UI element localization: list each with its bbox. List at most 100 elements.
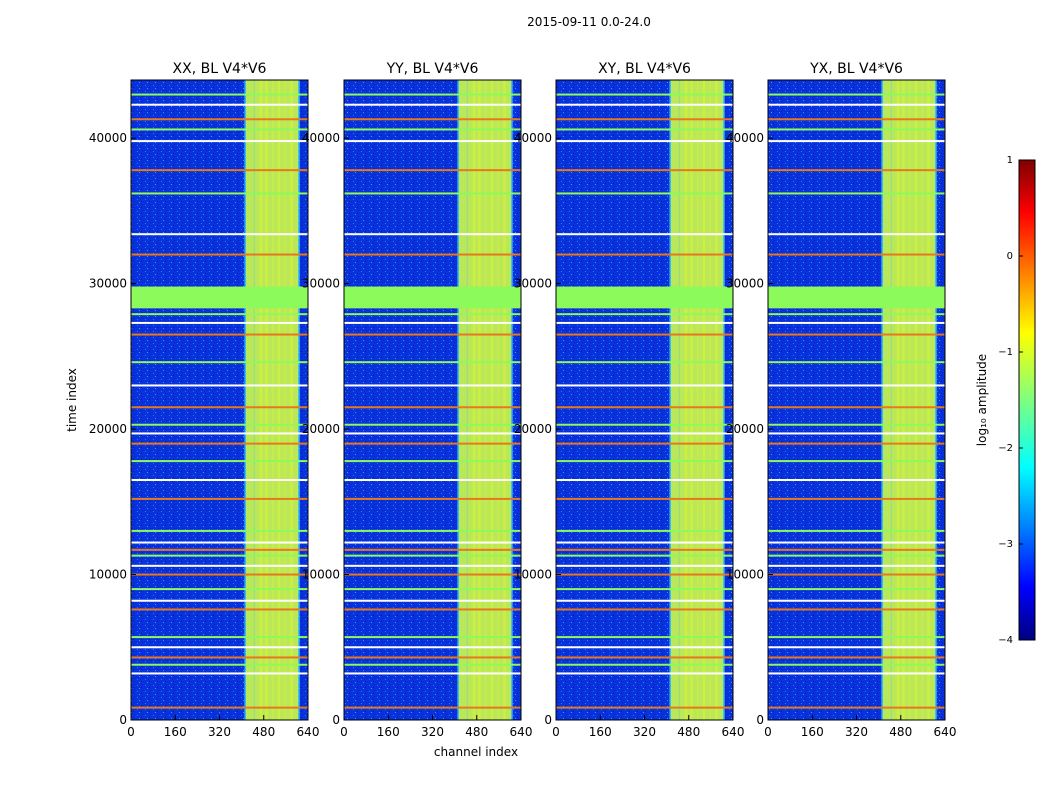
bright-channel-7 <box>290 80 299 720</box>
flagged-row-32 <box>131 128 308 131</box>
flagged-row-18 <box>344 442 521 445</box>
flagged-row-0 <box>556 706 733 709</box>
flagged-row-25 <box>768 321 945 324</box>
flagged-row-4 <box>131 646 308 649</box>
x-tick-label: 160 <box>164 725 187 739</box>
flagged-row-28 <box>131 233 308 236</box>
flagged-row-32 <box>768 128 945 131</box>
bright-channel-6 <box>284 80 293 720</box>
flagged-row-27 <box>131 253 308 256</box>
x-tick-label: 0 <box>127 725 135 739</box>
y-tick-label: 30000 <box>726 277 764 291</box>
flagged-row-30 <box>344 169 521 172</box>
flagged-row-35 <box>344 93 521 96</box>
flagged-block <box>344 286 521 309</box>
colorbar-tick-label: 1 <box>1007 155 1013 166</box>
x-tick-label: 640 <box>934 725 957 739</box>
flagged-row-24 <box>556 333 733 336</box>
flagged-row-15 <box>556 497 733 500</box>
flagged-row-18 <box>556 442 733 445</box>
flagged-row-23 <box>556 361 733 364</box>
flagged-row-0 <box>768 706 945 709</box>
flagged-row-23 <box>344 361 521 364</box>
flagged-row-4 <box>556 646 733 649</box>
heatmap-panel-4: YX, BL V4*V6 0 160 320 480 640 0 10000 20000 3000… <box>726 61 957 739</box>
x-tick-label: 320 <box>421 725 444 739</box>
panel-title: XY, BL V4*V6 <box>598 61 691 77</box>
panel-title: YX, BL V4*V6 <box>809 61 903 77</box>
bright-channel-5 <box>702 80 711 720</box>
y-tick-label: 40000 <box>89 131 127 145</box>
flagged-row-19 <box>131 432 308 435</box>
y-tick-label: 20000 <box>726 422 764 436</box>
flagged-row-2 <box>768 663 945 666</box>
flagged-row-0 <box>131 706 308 709</box>
flagged-row-2 <box>556 663 733 666</box>
bright-channel-5 <box>914 80 923 720</box>
bright-channel-5 <box>277 80 286 720</box>
bright-channel-7 <box>715 80 724 720</box>
flagged-row-20 <box>556 423 733 426</box>
flagged-row-28 <box>344 233 521 236</box>
flagged-row-31 <box>556 140 733 143</box>
y-tick-label: 20000 <box>302 422 340 436</box>
flagged-row-13 <box>131 541 308 544</box>
flagged-row-17 <box>768 460 945 463</box>
flagged-row-9 <box>556 573 733 576</box>
flagged-row-14 <box>131 529 308 532</box>
flagged-row-34 <box>131 103 308 106</box>
x-tick-label: 320 <box>845 725 868 739</box>
x-tick-label: 0 <box>552 725 560 739</box>
y-tick-label: 30000 <box>89 277 127 291</box>
bright-channel-6 <box>921 80 930 720</box>
flagged-row-23 <box>131 361 308 364</box>
flagged-row-10 <box>768 564 945 567</box>
flagged-row-12 <box>131 548 308 551</box>
flagged-row-28 <box>556 233 733 236</box>
flagged-row-3 <box>556 656 733 659</box>
bright-channel-7 <box>927 80 936 720</box>
flagged-row-27 <box>556 253 733 256</box>
flagged-row-1 <box>131 672 308 675</box>
x-tick-label: 320 <box>208 725 231 739</box>
flagged-row-11 <box>344 554 521 557</box>
bright-channel-3 <box>902 80 911 720</box>
flagged-row-18 <box>131 442 308 445</box>
flagged-row-9 <box>768 573 945 576</box>
x-tick-label: 640 <box>510 725 533 739</box>
flagged-row-10 <box>556 564 733 567</box>
flagged-row-22 <box>344 384 521 387</box>
flagged-row-11 <box>768 554 945 557</box>
x-tick-label: 0 <box>340 725 348 739</box>
flagged-row-29 <box>768 192 945 195</box>
flagged-row-33 <box>131 118 308 121</box>
flagged-row-18 <box>768 442 945 445</box>
x-tick-label: 480 <box>889 725 912 739</box>
flagged-row-25 <box>344 321 521 324</box>
flagged-row-7 <box>768 599 945 602</box>
flagged-row-29 <box>131 192 308 195</box>
flagged-row-16 <box>131 479 308 481</box>
bright-channel-3 <box>478 80 487 720</box>
flagged-row-30 <box>768 169 945 172</box>
flagged-row-21 <box>556 406 733 409</box>
heatmap-panel-1: XX, BL V4*V6 0 160 320 480 640 0 10000 20000 3000… <box>89 61 320 739</box>
flagged-row-35 <box>556 93 733 96</box>
x-tick-label: 0 <box>764 725 772 739</box>
bright-channel-4 <box>697 80 706 720</box>
flagged-row-17 <box>344 460 521 463</box>
bright-channel-1 <box>467 80 476 720</box>
figure-suptitle: 2015-09-11 0.0-24.0 <box>527 15 651 29</box>
flagged-row-7 <box>344 599 521 602</box>
flagged-row-20 <box>344 423 521 426</box>
flagged-row-4 <box>768 646 945 649</box>
bright-channel-6 <box>497 80 506 720</box>
y-axis-label: time index <box>65 368 79 432</box>
flagged-row-14 <box>768 529 945 532</box>
flagged-row-12 <box>768 548 945 551</box>
flagged-row-13 <box>768 541 945 544</box>
flagged-row-31 <box>768 140 945 143</box>
bright-channel-7 <box>503 80 512 720</box>
flagged-row-8 <box>131 588 308 591</box>
flagged-row-6 <box>556 608 733 611</box>
